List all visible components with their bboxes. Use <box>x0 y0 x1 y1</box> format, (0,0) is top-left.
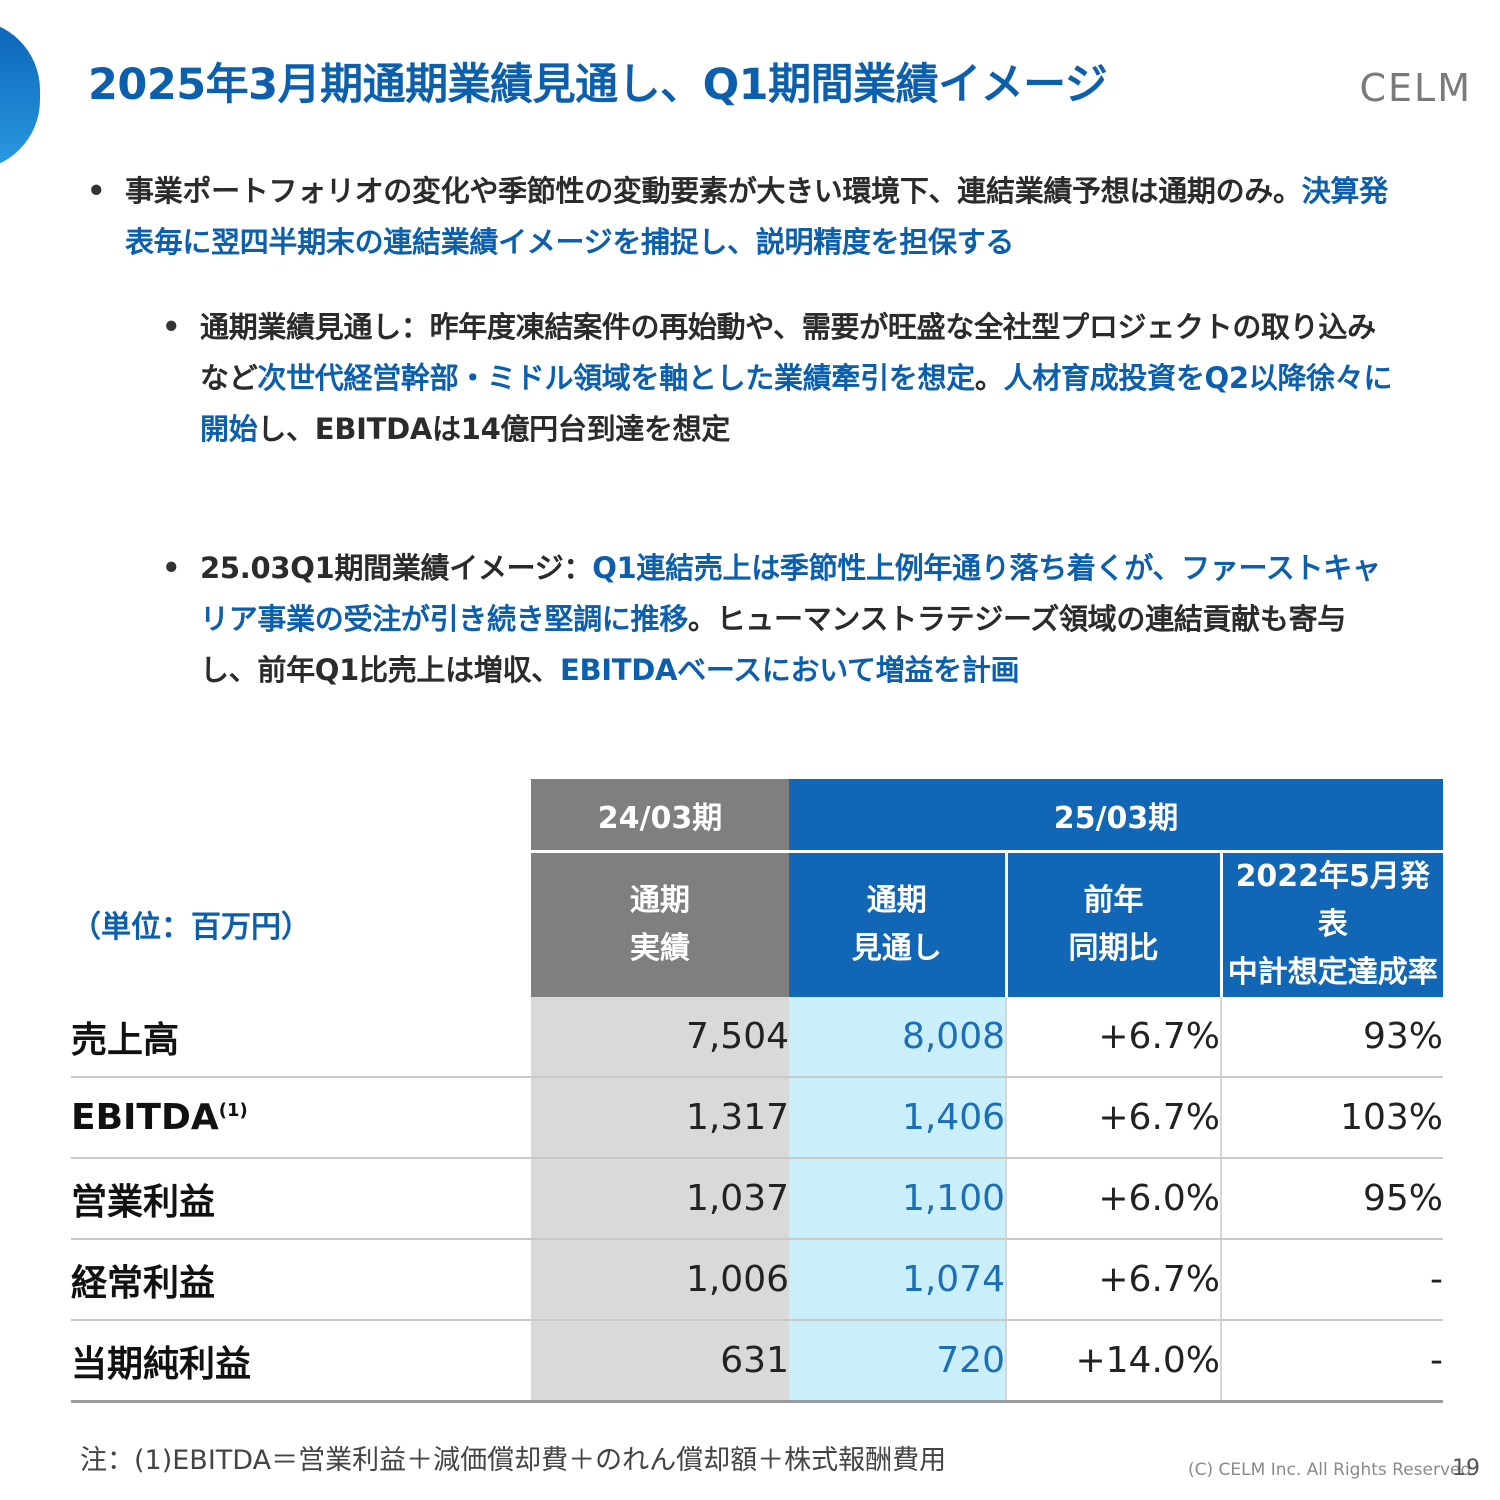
bullet-annual-outlook: • 通期業績見通し：昨年度凍結案件の再始動や、需要が旺盛な全社型プロジェクトの取… <box>162 302 1400 455</box>
col-header-achievement: 2022年5月発表 中計想定達成率 <box>1219 851 1443 997</box>
table-header-sub: （単位：百万円） 通期 実績 通期 見通し 前年 同期比 2022年5月発表 中… <box>71 851 1443 997</box>
forecast-value: 1,074 <box>789 1239 1006 1321</box>
period-prev-header: 24/03期 <box>531 779 789 853</box>
table-row: 経常利益 1,006 1,074 +6.7% - <box>71 1239 1443 1321</box>
prev-actual-value: 1,317 <box>531 1077 789 1159</box>
prev-actual-value: 1,037 <box>531 1158 789 1240</box>
forecast-value: 720 <box>789 1320 1006 1403</box>
copyright: (C) CELM Inc. All Rights Reserved. <box>1188 1460 1477 1480</box>
financial-table: 24/03期 25/03期 （単位：百万円） 通期 実績 通期 見通し 前年 同… <box>71 779 1443 1403</box>
bullet-dot-icon: • <box>162 310 181 344</box>
prev-actual-value: 7,504 <box>531 997 789 1078</box>
row-label: 経常利益 <box>71 1239 531 1321</box>
table-row: EBITDA(1) 1,317 1,406 +6.7% 103% <box>71 1077 1443 1159</box>
highlight-text: EBITDAベースにおいて増益を計画 <box>559 653 1020 687</box>
bullet-dot-icon: • <box>87 174 106 208</box>
bullet-dot-icon: • <box>162 551 181 585</box>
highlight-text: 決算発表毎に翌四半期末の連結業績イメージを捕捉し、説明精度を担保する <box>125 174 1388 259</box>
forecast-value: 1,100 <box>789 1158 1006 1240</box>
yoy-value: +6.0% <box>1005 1158 1221 1240</box>
achievement-value: 103% <box>1220 1077 1443 1159</box>
prev-actual-value: 1,006 <box>531 1239 789 1321</box>
table-row: 営業利益 1,037 1,100 +6.0% 95% <box>71 1158 1443 1240</box>
col-header-yoy: 前年 同期比 <box>1004 851 1221 997</box>
highlight-text: 次世代経営幹部・ミドル領域を軸とした業績牽引を想定 <box>257 361 975 395</box>
footnote: 注：(1)EBITDA＝営業利益＋減価償却費＋のれん償却額＋株式報酬費用 <box>80 1445 947 1476</box>
page-number: 19 <box>1452 1456 1480 1481</box>
company-logo: CELM <box>1359 66 1472 110</box>
yoy-value: +6.7% <box>1005 1239 1221 1321</box>
page-title: 2025年3月期通期業績見通し、Q1期間業績イメージ <box>88 60 1108 110</box>
forecast-value: 1,406 <box>789 1077 1006 1159</box>
prev-actual-value: 631 <box>531 1320 789 1403</box>
row-label: 営業利益 <box>71 1158 531 1240</box>
period-cur-header: 25/03期 <box>789 779 1443 853</box>
bullet-q1-image: • 25.03Q1期間業績イメージ：Q1連結売上は季節性上例年通り落ち着くが、フ… <box>162 543 1400 696</box>
yoy-value: +14.0% <box>1005 1320 1221 1403</box>
achievement-value: - <box>1220 1320 1443 1403</box>
table-header-period: 24/03期 25/03期 <box>71 779 1443 853</box>
achievement-value: - <box>1220 1239 1443 1321</box>
row-label: 売上高 <box>71 997 531 1078</box>
bullet-main: • 事業ポートフォリオの変化や季節性の変動要素が大きい環境下、連結業績予想は通期… <box>87 166 1405 268</box>
col-header-prev-actual: 通期 実績 <box>531 851 789 997</box>
highlight-text: 人材育成投資をQ2以降徐々に開始 <box>200 361 1393 446</box>
table-row: 売上高 7,504 8,008 +6.7% 93% <box>71 997 1443 1078</box>
forecast-value: 8,008 <box>789 997 1006 1078</box>
corner-decoration <box>0 20 40 170</box>
table-row: 当期純利益 631 720 +14.0% - <box>71 1320 1443 1403</box>
row-label: EBITDA(1) <box>71 1077 531 1159</box>
row-label: 当期純利益 <box>71 1320 531 1403</box>
achievement-value: 93% <box>1220 997 1443 1078</box>
yoy-value: +6.7% <box>1005 1077 1221 1159</box>
yoy-value: +6.7% <box>1005 997 1221 1078</box>
unit-label: （単位：百万円） <box>71 910 311 946</box>
achievement-value: 95% <box>1220 1158 1443 1240</box>
footnote-marker: (1) <box>218 1100 248 1121</box>
highlight-text: Q1連結売上は季節性上例年通り落ち着くが、ファーストキャリア事業の受注が引き続き… <box>200 551 1381 636</box>
col-header-forecast: 通期 見通し <box>789 851 1006 997</box>
